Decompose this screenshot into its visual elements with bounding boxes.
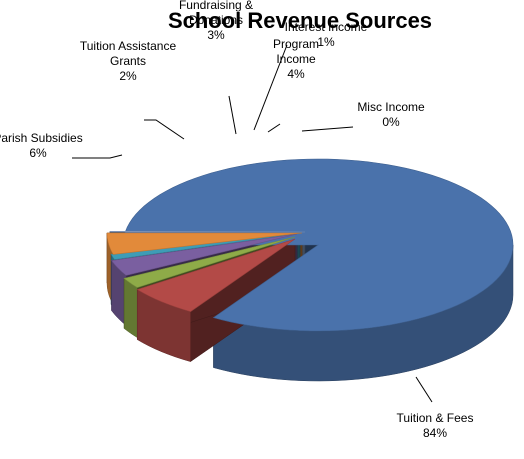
chart-title: School Revenue Sources bbox=[168, 8, 432, 33]
slice-rim-tuition-assistance-grants-0 bbox=[123, 277, 138, 339]
leader-line-misc-income bbox=[301, 126, 354, 132]
leader-line-interest-income bbox=[253, 44, 288, 131]
leader-line-parish-subsidies bbox=[72, 154, 123, 159]
category-label-misc-income: Misc Income bbox=[357, 100, 425, 114]
category-label-fundraising-donations: Fundraising & bbox=[179, 0, 253, 12]
leader-line-fundraising-donations bbox=[228, 95, 237, 135]
data-label-program-income: Program Income 4% bbox=[273, 37, 319, 81]
slice-tuition-fees bbox=[122, 158, 514, 332]
slice-parish-subsidies bbox=[136, 238, 296, 312]
slice-labels: Tuition & Fees 84% Parish Subsidies 6% Tuiti… bbox=[0, 0, 473, 440]
data-label-parish-subsidies: Parish Subsidies 6% bbox=[0, 131, 83, 160]
data-label-tuition-fees: Tuition & Fees 84% bbox=[397, 411, 474, 440]
percent-label-interest-income: 1% bbox=[317, 35, 335, 49]
category-label-interest-income: Interest Income bbox=[285, 20, 368, 34]
data-label-misc-income: Misc Income 0% bbox=[357, 100, 425, 129]
slice-tuition-assistance-grants bbox=[123, 236, 296, 288]
percent-label-program-income: 4% bbox=[287, 67, 305, 81]
data-label-tuition-assistance-grants: Tuition Assistance Grants 2% bbox=[80, 39, 177, 83]
percent-label-fundraising-donations: 3% bbox=[207, 28, 225, 42]
leader-line-tuition-fees bbox=[415, 376, 433, 403]
slice-program-income bbox=[106, 232, 303, 255]
data-label-interest-income: Interest Income 1% bbox=[285, 20, 368, 49]
percent-label-misc-income: 0% bbox=[382, 115, 400, 129]
leader-line-program-income bbox=[267, 123, 281, 133]
percent-label-parish-subsidies: 6% bbox=[29, 146, 47, 160]
data-label-fundraising-donations: Fundraising & Donations 3% bbox=[179, 0, 253, 42]
percent-label-tuition-assistance-grants: 2% bbox=[119, 69, 137, 83]
category-label-tuition-fees: Tuition & Fees bbox=[397, 411, 474, 425]
slice-tops bbox=[106, 158, 514, 332]
category-label-parish-subsidies: Parish Subsidies bbox=[0, 131, 83, 145]
category-label-fundraising-donations: Donations bbox=[189, 13, 243, 27]
leader-line-tuition-assistance-grants bbox=[144, 119, 185, 140]
slice-misc-income bbox=[109, 230, 306, 233]
category-label-tuition-assistance-grants: Tuition Assistance bbox=[80, 39, 177, 53]
category-label-tuition-assistance-grants: Grants bbox=[110, 54, 146, 68]
category-label-program-income: Program bbox=[273, 37, 319, 51]
percent-label-tuition-fees: 84% bbox=[423, 426, 447, 440]
slice-fundraising-donations bbox=[110, 233, 298, 276]
category-label-program-income: Income bbox=[276, 52, 316, 66]
